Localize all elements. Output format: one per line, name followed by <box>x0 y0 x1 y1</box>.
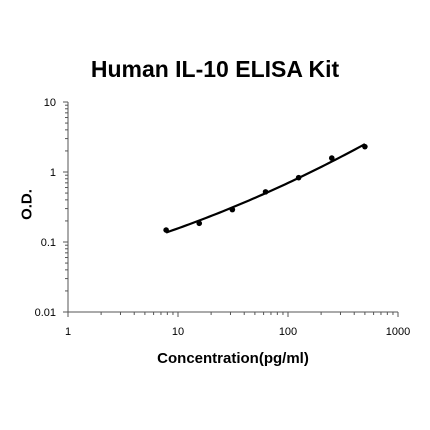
x-tick-label: 1 <box>65 326 71 338</box>
x-tick-label: 100 <box>279 326 297 338</box>
data-point <box>328 155 335 161</box>
data-point <box>196 220 203 227</box>
data-point <box>229 206 236 213</box>
y-tick-label: 1 <box>50 167 56 179</box>
fit-curve <box>165 143 366 234</box>
data-point <box>262 189 269 195</box>
x-tick-label: 1000 <box>386 326 410 338</box>
x-axis-label: Concentration(pg/ml) <box>157 350 309 367</box>
data-point <box>163 227 169 233</box>
chart-title: Human IL-10 ELISA Kit <box>90 56 340 82</box>
y-tick-label: 10 <box>44 97 56 109</box>
y-tick-label: 0.01 <box>35 307 56 319</box>
data-point <box>295 174 302 181</box>
y-tick-label: 0.1 <box>41 237 56 249</box>
x-tick-label: 10 <box>172 326 184 338</box>
data-point <box>362 143 368 150</box>
